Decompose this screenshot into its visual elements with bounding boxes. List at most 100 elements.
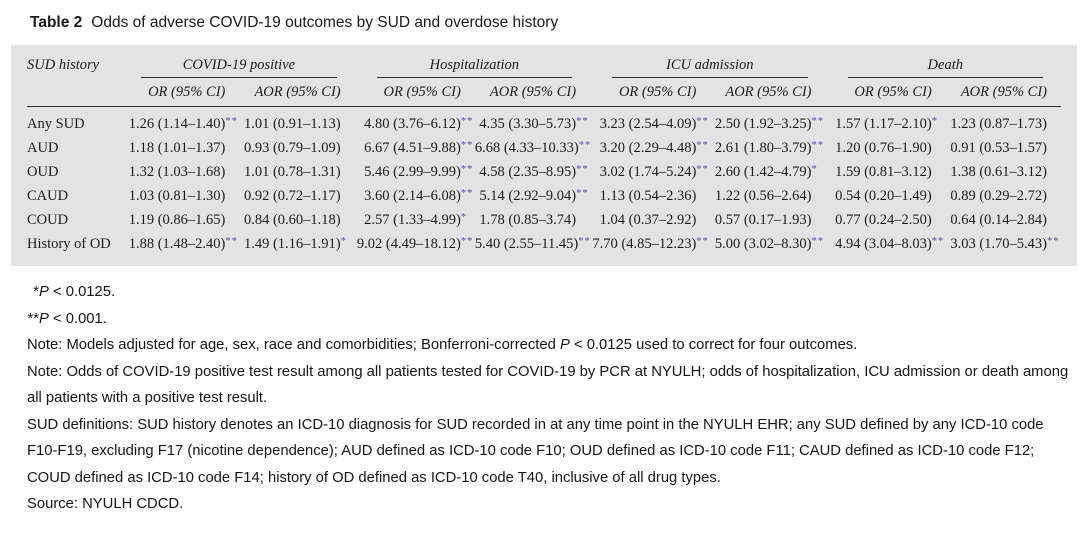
- value-cell: 1.59 (0.81–3.12): [826, 161, 946, 185]
- value-cell: 1.23 (0.87–1.73): [946, 107, 1061, 138]
- subheader-hosp-or: OR (95% CI): [354, 78, 475, 107]
- subheader-icu-aor: AOR (95% CI): [710, 78, 826, 107]
- group-header-hospitalization: Hospitalization: [355, 56, 590, 78]
- table-header: SUD history COVID-19 positive Hospitaliz…: [27, 56, 1061, 107]
- footnote-note-models: Note: Models adjusted for age, sex, race…: [27, 332, 1070, 359]
- odds-ratio-value: 0.92 (0.72–1.17): [243, 188, 341, 204]
- value-cell: 2.50 (1.92–3.25)**: [714, 115, 825, 133]
- subheader-icu-or: OR (95% CI): [590, 78, 711, 107]
- footnotes: *P < 0.0125. **P < 0.001. Note: Models a…: [27, 279, 1070, 518]
- value-cell: 0.64 (0.14–2.84): [946, 209, 1061, 233]
- value-cell: 1.78 (0.85–3.74): [475, 209, 590, 233]
- group-header-icu-admission: ICU admission: [590, 56, 825, 78]
- value-cell: 5.14 (2.92–9.04)**: [479, 187, 589, 205]
- value-cell: 1.03 (0.81–1.30): [119, 185, 239, 209]
- group-label: COVID-19 positive: [141, 56, 337, 78]
- odds-ratio-value: 1.88 (1.48–2.40): [128, 236, 226, 252]
- odds-ratio-value: 1.26 (1.14–1.40): [128, 116, 226, 132]
- p-symbol: P: [39, 310, 49, 327]
- odds-ratio-value: 6.67 (4.51–9.88): [364, 140, 461, 156]
- odds-ratio-value: 1.22 (0.56–2.64): [714, 188, 812, 204]
- table-row: Any SUD 1.26 (1.14–1.40)** 1.01 (0.91–1.…: [27, 107, 1061, 138]
- odds-ratio-value: 9.02 (4.49–18.12): [356, 236, 461, 252]
- sub-header-row: OR (95% CI) AOR (95% CI) OR (95% CI) AOR…: [27, 78, 1061, 107]
- value-cell: 1.20 (0.76–1.90): [826, 137, 946, 161]
- value-cell: 3.23 (2.54–4.09)**: [599, 115, 709, 133]
- table-row: COUD 1.19 (0.86–1.65) 0.84 (0.60–1.18) 2…: [27, 209, 1061, 233]
- value-cell: 4.94 (3.04–8.03)**: [835, 235, 945, 253]
- odds-ratio-table: SUD history COVID-19 positive Hospitaliz…: [27, 56, 1061, 257]
- subheader-hosp-aor: AOR (95% CI): [474, 78, 591, 107]
- odds-ratio-value: 4.58 (2.35–8.95): [479, 164, 577, 180]
- odds-ratio-value: 4.80 (3.76–6.12): [364, 116, 461, 132]
- table-title-text: Odds of adverse COVID-19 outcomes by SUD…: [91, 14, 559, 31]
- p-symbol: P: [39, 284, 49, 300]
- table-row: AUD 1.18 (1.01–1.37) 0.93 (0.79–1.09) 6.…: [27, 137, 1061, 161]
- footnote-text: < 0.0125.: [48, 284, 116, 300]
- group-label: ICU admission: [612, 56, 808, 78]
- row-label: Any SUD: [27, 116, 85, 132]
- footnote-source: Source: NYULH CDCD.: [27, 496, 184, 512]
- table-row: CAUD 1.03 (0.81–1.30) 0.92 (0.72–1.17) 3…: [27, 185, 1061, 209]
- value-cell: 1.04 (0.37–2.92): [590, 209, 710, 233]
- odds-ratio-value: 7.70 (4.85–12.23): [592, 236, 697, 252]
- odds-ratio-value: 1.04 (0.37–2.92): [599, 212, 697, 228]
- row-label: CAUD: [27, 188, 69, 204]
- odds-ratio-value: 1.57 (1.17–2.10): [835, 116, 932, 132]
- row-label: AUD: [27, 140, 59, 156]
- group-header-row: SUD history COVID-19 positive Hospitaliz…: [27, 56, 1061, 107]
- footnote-text: Note: Models adjusted for age, sex, race…: [27, 337, 560, 353]
- value-cell: 6.67 (4.51–9.88)**: [364, 139, 474, 157]
- odds-ratio-value: 2.50 (1.92–3.25): [714, 116, 812, 132]
- value-cell: 1.32 (1.03–1.68): [119, 161, 239, 185]
- value-cell: 1.18 (1.01–1.37): [119, 137, 239, 161]
- value-cell: 1.13 (0.54–2.36): [590, 185, 710, 209]
- asterisk-marker: **: [27, 310, 39, 327]
- odds-ratio-value: 1.59 (0.81–3.12): [835, 164, 932, 180]
- odds-ratio-value: 4.94 (3.04–8.03): [835, 236, 932, 252]
- row-label: OUD: [27, 164, 59, 180]
- odds-ratio-value: 0.57 (0.17–1.93): [714, 212, 812, 228]
- odds-ratio-value: 0.93 (0.79–1.09): [243, 140, 341, 156]
- value-cell: 0.84 (0.60–1.18): [239, 209, 354, 233]
- odds-ratio-value: 5.14 (2.92–9.04): [479, 188, 577, 204]
- value-cell: 1.01 (0.91–1.13): [239, 107, 354, 138]
- footnote-sud-definitions: SUD definitions: SUD history denotes an …: [27, 416, 1044, 486]
- value-cell: 0.92 (0.72–1.17): [239, 185, 354, 209]
- value-cell: 1.26 (1.14–1.40)**: [128, 115, 238, 133]
- odds-ratio-value: 1.01 (0.78–1.31): [243, 164, 341, 180]
- row-label: COUD: [27, 212, 69, 228]
- value-cell: 5.46 (2.99–9.99)**: [364, 163, 474, 181]
- odds-ratio-value: 1.01 (0.91–1.13): [243, 116, 341, 132]
- odds-ratio-value: 1.18 (1.01–1.37): [128, 140, 226, 156]
- value-cell: 1.38 (0.61–3.12): [946, 161, 1061, 185]
- odds-ratio-value: 5.00 (3.02–8.30): [714, 236, 812, 252]
- value-cell: 4.80 (3.76–6.12)**: [364, 115, 474, 133]
- odds-ratio-value: 3.60 (2.14–6.08): [364, 188, 461, 204]
- row-label: History of OD: [27, 236, 111, 252]
- value-cell: 2.61 (1.80–3.79)**: [714, 139, 825, 157]
- footnote-note-odds: Note: Odds of COVID-19 positive test res…: [27, 363, 1069, 407]
- column-header-sud-history: SUD history: [27, 56, 120, 107]
- subheader-covid-or: OR (95% CI): [119, 78, 240, 107]
- subheader-death-or: OR (95% CI): [825, 78, 946, 107]
- paper-page: Table 2 Odds of adverse COVID-19 outcomes…: [0, 14, 1088, 518]
- odds-ratio-value: 1.13 (0.54–2.36): [599, 188, 697, 204]
- odds-ratio-value: 6.68 (4.33–10.33): [474, 140, 579, 156]
- value-cell: 3.60 (2.14–6.08)**: [364, 187, 474, 205]
- odds-ratio-value: 0.91 (0.53–1.57): [950, 140, 1047, 156]
- subheader-covid-aor: AOR (95% CI): [239, 78, 355, 107]
- value-cell: 4.58 (2.35–8.95)**: [479, 163, 589, 181]
- odds-ratio-value: 3.20 (2.29–4.48): [599, 140, 697, 156]
- odds-ratio-value: 1.32 (1.03–1.68): [128, 164, 226, 180]
- odds-ratio-value: 2.60 (1.42–4.79): [714, 164, 812, 180]
- odds-ratio-value: 1.78 (0.85–3.74): [479, 212, 577, 228]
- odds-ratio-value: 3.02 (1.74–5.24): [599, 164, 697, 180]
- value-cell: 5.40 (2.55–11.45)**: [474, 235, 591, 253]
- value-cell: 0.89 (0.29–2.72): [946, 185, 1061, 209]
- odds-ratio-value: 0.77 (0.24–2.50): [835, 212, 932, 228]
- table-caption: Table 2 Odds of adverse COVID-19 outcomes…: [30, 14, 1074, 32]
- odds-ratio-value: 1.19 (0.86–1.65): [128, 212, 226, 228]
- group-label: Hospitalization: [376, 56, 573, 78]
- value-cell: 0.54 (0.20–1.49): [826, 185, 946, 209]
